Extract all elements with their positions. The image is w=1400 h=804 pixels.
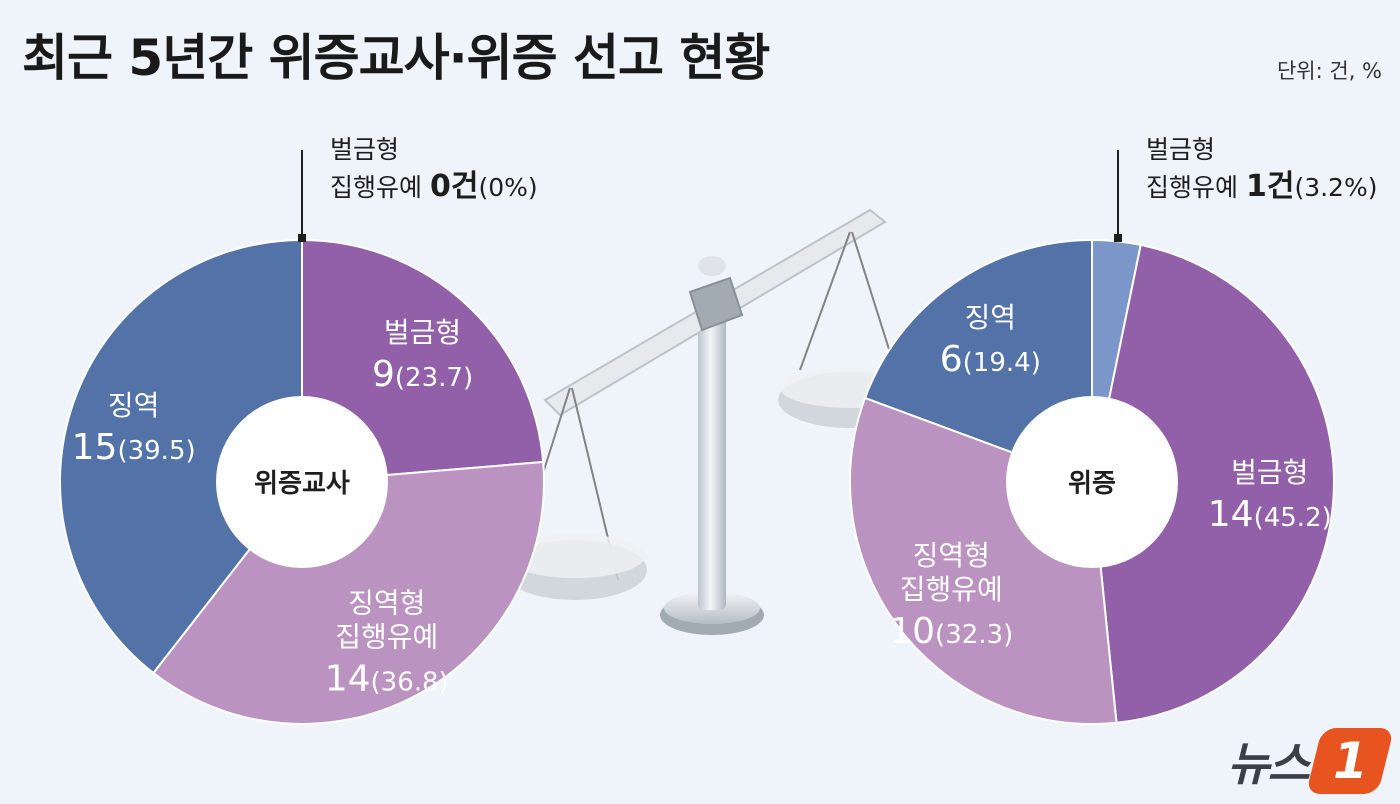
slice-value-label: 10(32.3): [889, 611, 1013, 652]
slice-value-label: 15(39.5): [72, 427, 196, 468]
logo-text: 뉴스: [1227, 737, 1310, 791]
slice-value-label: 14(36.8): [325, 659, 449, 700]
annotation-marker: [298, 234, 306, 242]
slice-label: 징역형: [913, 539, 990, 572]
slice-label: 집행유예: [900, 573, 1003, 606]
slice-1-4: [59, 238, 303, 675]
slice-label: 벌금형: [1231, 456, 1308, 489]
unit-label: 단위: 건, %: [1276, 59, 1382, 83]
annotation-label: 벌금형: [330, 135, 399, 164]
slice-label: 벌금형: [384, 316, 461, 349]
slice-2-2: [1090, 243, 1335, 724]
logo-badge: 1: [1305, 728, 1395, 794]
slice-value-label: 14(45.2): [1208, 494, 1332, 535]
center-label: 위증교사: [254, 469, 350, 499]
slice-value-label: 9(23.7): [372, 354, 473, 395]
center-label: 위증: [1068, 469, 1116, 499]
slice-label: 징역: [108, 389, 160, 422]
annotation-value: 집행유예 1건(3.2%): [1146, 169, 1377, 204]
annotation-marker: [1114, 234, 1122, 242]
news1-logo: 뉴스 1: [1227, 728, 1395, 794]
donut-hole: [1006, 396, 1178, 568]
donut-hole: [216, 396, 388, 568]
annotation-value: 집행유예 0건(0%): [330, 169, 538, 204]
slice-1-3: [151, 460, 545, 725]
logo-badge-number: 1: [1332, 732, 1368, 790]
slice-label: 집행유예: [335, 621, 438, 654]
slice-label: 징역: [965, 301, 1017, 334]
page-title: 최근 5년간 위증교사·위증 선고 현황: [22, 29, 770, 87]
slice-value-label: 6(19.4): [940, 339, 1041, 380]
annotation-label: 벌금형: [1146, 135, 1215, 164]
slice-label: 징역형: [348, 587, 425, 620]
